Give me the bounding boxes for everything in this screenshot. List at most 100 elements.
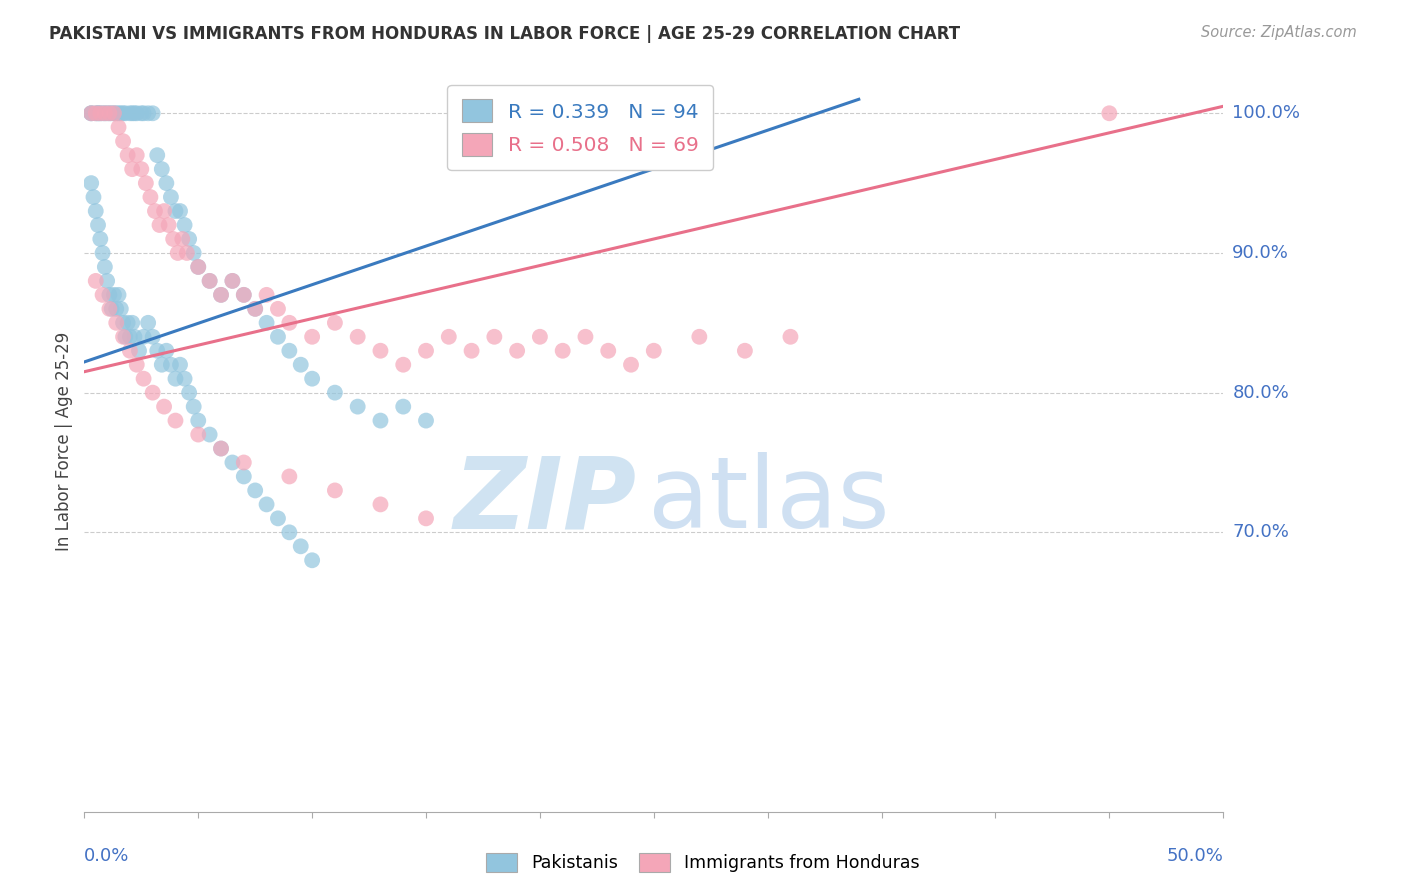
Point: [323, 385, 346, 400]
Point: [346, 400, 368, 414]
Point: [153, 400, 176, 414]
Point: [278, 525, 301, 540]
Point: [105, 301, 128, 316]
Point: [94, 106, 117, 120]
Point: [232, 288, 254, 302]
Point: [688, 330, 710, 344]
Point: [124, 106, 146, 120]
Point: [89, 106, 111, 120]
Text: 0.0%: 0.0%: [84, 847, 129, 864]
Point: [121, 316, 143, 330]
Point: [132, 372, 155, 386]
Point: [125, 106, 148, 120]
Point: [209, 442, 232, 456]
Point: [198, 274, 221, 288]
Point: [112, 134, 135, 148]
Point: [484, 330, 506, 344]
Point: [551, 343, 574, 358]
Point: [172, 232, 194, 246]
Point: [415, 343, 437, 358]
Point: [146, 343, 169, 358]
Point: [221, 274, 243, 288]
Point: [155, 343, 177, 358]
Point: [256, 316, 278, 330]
Point: [278, 469, 301, 483]
Point: [221, 455, 243, 469]
Point: [179, 232, 201, 246]
Point: [779, 330, 801, 344]
Point: [179, 385, 201, 400]
Point: [98, 288, 121, 302]
Point: [392, 400, 415, 414]
Point: [118, 106, 141, 120]
Point: [183, 246, 205, 260]
Point: [209, 288, 232, 302]
Point: [370, 343, 392, 358]
Point: [209, 442, 232, 456]
Point: [105, 106, 128, 120]
Point: [232, 288, 254, 302]
Point: [301, 330, 323, 344]
Point: [143, 204, 166, 219]
Point: [139, 190, 162, 204]
Point: [245, 301, 267, 316]
Point: [132, 106, 155, 120]
Point: [98, 106, 121, 120]
Point: [148, 218, 170, 232]
Point: [125, 358, 148, 372]
Point: [370, 414, 392, 428]
Text: 70.0%: 70.0%: [1232, 524, 1289, 541]
Point: [96, 274, 118, 288]
Point: [157, 218, 180, 232]
Point: [112, 316, 135, 330]
Point: [100, 106, 122, 120]
Point: [160, 190, 183, 204]
Point: [91, 288, 114, 302]
Point: [437, 330, 460, 344]
Point: [574, 330, 596, 344]
Point: [103, 106, 125, 120]
Point: [103, 106, 125, 120]
Point: [529, 330, 551, 344]
Point: [96, 106, 118, 120]
Point: [84, 204, 107, 219]
Point: [278, 316, 301, 330]
Point: [125, 148, 148, 162]
Point: [107, 106, 129, 120]
Point: [98, 301, 121, 316]
Point: [267, 511, 290, 525]
Point: [91, 106, 114, 120]
Point: [87, 218, 110, 232]
Point: [84, 106, 107, 120]
Text: 100.0%: 100.0%: [1232, 104, 1301, 122]
Point: [162, 232, 184, 246]
Point: [187, 260, 209, 274]
Point: [131, 106, 153, 120]
Point: [118, 330, 141, 344]
Point: [346, 330, 368, 344]
Point: [169, 358, 191, 372]
Point: [165, 372, 187, 386]
Point: [620, 358, 643, 372]
Point: [103, 288, 125, 302]
Point: [173, 218, 195, 232]
Point: [392, 358, 415, 372]
Point: [135, 176, 157, 190]
Text: ZIP: ZIP: [454, 452, 637, 549]
Point: [107, 288, 129, 302]
Point: [142, 330, 165, 344]
Point: [112, 106, 135, 120]
Point: [114, 106, 136, 120]
Point: [160, 358, 183, 372]
Point: [87, 106, 110, 120]
Point: [136, 316, 159, 330]
Point: [121, 106, 143, 120]
Legend: Pakistanis, Immigrants from Honduras: Pakistanis, Immigrants from Honduras: [479, 846, 927, 879]
Legend: R = 0.339   N = 94, R = 0.508   N = 69: R = 0.339 N = 94, R = 0.508 N = 69: [447, 85, 713, 169]
Point: [132, 330, 155, 344]
Point: [153, 204, 176, 219]
Point: [598, 343, 620, 358]
Point: [114, 330, 136, 344]
Point: [460, 343, 482, 358]
Point: [80, 106, 103, 120]
